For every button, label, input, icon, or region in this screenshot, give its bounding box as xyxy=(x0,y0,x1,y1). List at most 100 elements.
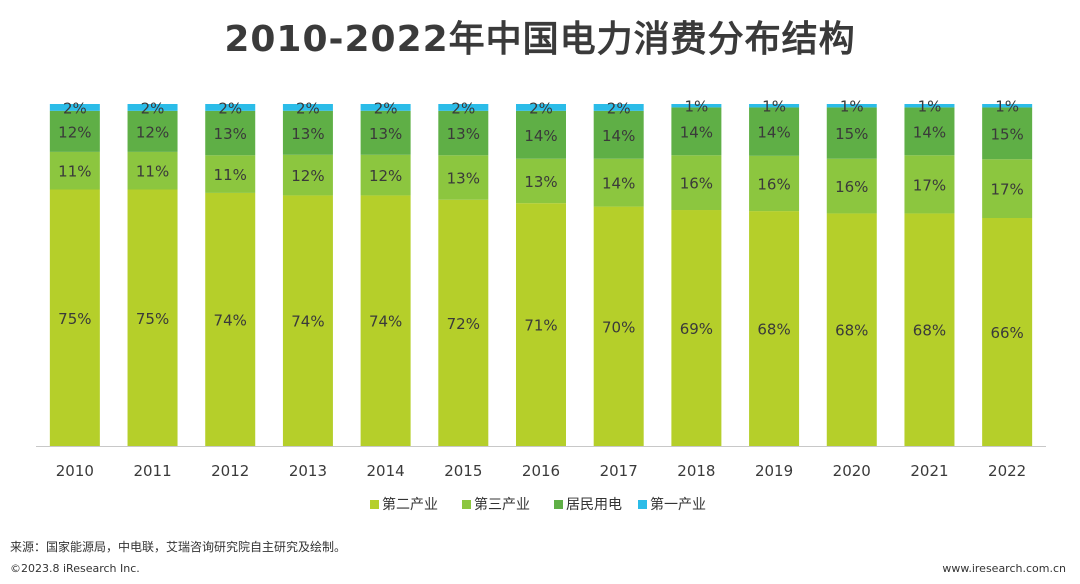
data-label: 70% xyxy=(602,318,635,336)
data-label: 66% xyxy=(990,324,1023,342)
data-label: 13% xyxy=(291,125,324,143)
bar-segment-2014-第三产业 xyxy=(360,154,411,196)
bar-segment-2019-第三产业 xyxy=(749,155,800,212)
bar-segment-2016-第二产业 xyxy=(516,203,566,446)
x-tick-label: 2022 xyxy=(988,462,1026,480)
bar-segment-2015-居民用电 xyxy=(438,110,489,156)
bar-segment-2019-第一产业 xyxy=(749,104,800,108)
bar-segment-2012-第一产业 xyxy=(205,104,256,111)
x-tick-label: 2010 xyxy=(56,462,94,480)
bar-segment-2010-居民用电 xyxy=(49,110,100,152)
legend-swatch-第二产业 xyxy=(370,500,379,509)
bar-segment-2016-居民用电 xyxy=(516,110,566,159)
bar-segment-2015-第二产业 xyxy=(438,199,489,446)
bar-segment-2020-第一产业 xyxy=(826,104,877,108)
data-label: 2% xyxy=(296,99,320,117)
data-label: 16% xyxy=(680,175,713,193)
data-label: 2% xyxy=(529,99,553,117)
bar-segment-2013-第三产业 xyxy=(282,154,333,196)
x-tick-label: 2018 xyxy=(677,462,715,480)
data-label: 14% xyxy=(913,123,946,141)
data-label: 14% xyxy=(757,124,790,142)
website-link[interactable]: www.iresearch.com.cn xyxy=(942,562,1066,575)
legend-swatch-居民用电 xyxy=(554,500,563,509)
x-tick-label: 2012 xyxy=(211,462,249,480)
chart-title: 2010-2022年中国电力消费分布结构 xyxy=(224,19,856,60)
data-label: 11% xyxy=(58,163,91,181)
bar-segment-2021-第三产业 xyxy=(904,155,955,214)
data-label: 68% xyxy=(913,322,946,340)
bar-segment-2022-第一产业 xyxy=(982,104,1033,108)
data-label: 1% xyxy=(762,98,786,116)
x-tick-label: 2019 xyxy=(755,462,793,480)
legend-label: 第三产业 xyxy=(474,496,530,513)
bar-segment-2013-第二产业 xyxy=(282,195,333,446)
x-tick-label: 2011 xyxy=(133,462,171,480)
bar-segment-2014-第二产业 xyxy=(360,195,411,446)
bar-segment-2018-居民用电 xyxy=(671,107,722,156)
bar-segment-2015-第三产业 xyxy=(438,155,489,200)
data-label: 1% xyxy=(995,98,1019,116)
bar-segment-2019-第二产业 xyxy=(749,211,800,446)
legend-label: 居民用电 xyxy=(566,497,622,513)
bar-segment-2011-第三产业 xyxy=(127,151,178,190)
source-note: 来源：国家能源局，中电联，艾瑞咨询研究院自主研究及绘制。 xyxy=(10,540,347,554)
bar-segment-2016-第三产业 xyxy=(516,158,566,204)
data-label: 13% xyxy=(369,125,402,143)
x-tick-label: 2013 xyxy=(289,462,327,480)
data-label: 74% xyxy=(214,311,247,329)
data-label: 16% xyxy=(757,175,790,193)
bar-segment-2020-第二产业 xyxy=(826,213,877,446)
bar-segment-2010-第一产业 xyxy=(49,104,100,111)
data-label: 2% xyxy=(141,99,165,117)
bar-segment-2021-第一产业 xyxy=(904,104,955,108)
data-label: 14% xyxy=(524,127,557,145)
data-label: 75% xyxy=(58,310,91,328)
bar-segment-2020-居民用电 xyxy=(826,107,877,159)
data-label: 1% xyxy=(918,98,942,116)
bar-segment-2011-第二产业 xyxy=(127,189,178,446)
bar-segment-2022-居民用电 xyxy=(982,107,1033,160)
bar-segment-2011-居民用电 xyxy=(127,110,178,152)
bar-segment-2021-居民用电 xyxy=(904,107,955,156)
data-label: 12% xyxy=(58,123,91,141)
data-label: 11% xyxy=(214,166,247,184)
bar-segment-2014-第一产业 xyxy=(360,104,411,111)
data-label: 13% xyxy=(214,125,247,143)
data-label: 2% xyxy=(451,99,475,117)
bar-segment-2012-第三产业 xyxy=(205,155,256,193)
data-label: 12% xyxy=(291,167,324,185)
data-label: 68% xyxy=(757,321,790,339)
data-label: 11% xyxy=(136,163,169,181)
data-label: 2% xyxy=(607,99,631,117)
data-label: 69% xyxy=(680,320,713,338)
data-label: 13% xyxy=(524,173,557,191)
bar-segment-2018-第二产业 xyxy=(671,210,722,446)
bar-segment-2013-居民用电 xyxy=(282,110,333,155)
data-label: 14% xyxy=(602,175,635,193)
data-label: 1% xyxy=(840,98,864,116)
data-label: 75% xyxy=(136,310,169,328)
bar-segment-2012-居民用电 xyxy=(205,110,256,156)
data-label: 1% xyxy=(684,98,708,116)
data-label: 17% xyxy=(990,181,1023,199)
bar-segment-2017-第一产业 xyxy=(593,104,644,111)
x-tick-label: 2020 xyxy=(833,462,871,480)
x-tick-label: 2014 xyxy=(367,462,405,480)
bar-segment-2012-第二产业 xyxy=(205,192,256,446)
x-tick-label: 2015 xyxy=(444,462,482,480)
data-label: 2% xyxy=(63,99,87,117)
bar-segment-2022-第二产业 xyxy=(982,218,1033,446)
data-label: 71% xyxy=(524,317,557,335)
x-tick-label: 2016 xyxy=(522,462,560,480)
bar-segment-2022-第三产业 xyxy=(982,159,1033,218)
bar-segment-2010-第二产业 xyxy=(49,189,100,446)
data-label: 17% xyxy=(913,176,946,194)
legend-label: 第一产业 xyxy=(650,496,706,513)
data-label: 2% xyxy=(218,99,242,117)
data-label: 15% xyxy=(835,125,868,143)
bar-segment-2015-第一产业 xyxy=(438,104,489,111)
bar-segment-2018-第一产业 xyxy=(671,104,722,108)
data-label: 12% xyxy=(369,167,402,185)
